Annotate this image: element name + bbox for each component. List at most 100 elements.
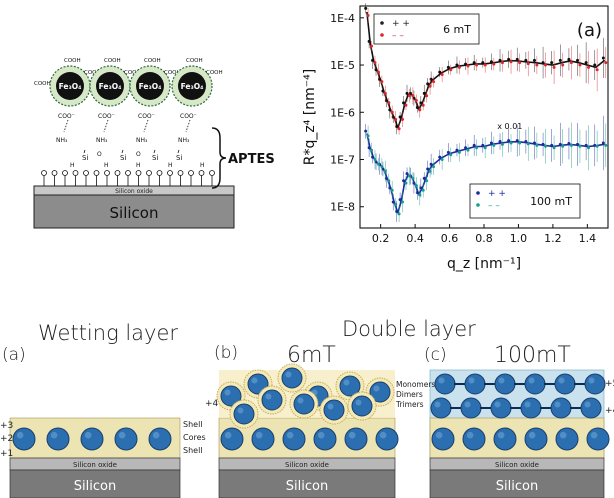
cooh-label: COOH — [206, 70, 223, 76]
chain-particle — [554, 373, 576, 395]
chain-particle — [584, 373, 606, 395]
data-point — [535, 143, 539, 147]
particle-highlight — [559, 431, 567, 439]
fit-line — [366, 133, 605, 216]
legend-marker — [476, 203, 480, 207]
data-point — [601, 56, 605, 60]
data-point — [518, 141, 522, 145]
wetting-particle — [12, 427, 36, 451]
data-point — [404, 181, 408, 185]
data-point — [475, 63, 479, 67]
data-point — [407, 94, 411, 98]
aptes-schematic: Silicon oxide Silicon Si Si Si SiO OH H H H H Fe… — [33, 58, 275, 229]
wetting-particle — [46, 427, 70, 451]
bond-line — [83, 149, 86, 154]
particle-highlight — [464, 401, 471, 408]
data-point — [569, 143, 573, 147]
chain-particle — [550, 397, 572, 419]
fit-line — [366, 11, 606, 130]
anchor-o — [93, 170, 100, 176]
silicon-oxide-label: Silicon oxide — [285, 461, 329, 469]
x-axis-label: q_z [nm⁻¹] — [447, 256, 521, 272]
anchor-o — [209, 170, 215, 176]
data-point — [569, 61, 573, 65]
data-point — [376, 70, 380, 74]
bond-line — [177, 149, 180, 154]
particle-highlight — [285, 371, 292, 378]
anchor-o — [41, 170, 47, 176]
anchor-o — [177, 170, 184, 176]
silicon-oxide-label: Silicon oxide — [115, 188, 153, 195]
y-axis-label: R*q_z⁴ [nm⁻⁴] — [302, 69, 318, 165]
x-tick-label: 0.2 — [372, 232, 390, 245]
monomers-label: Monomers — [396, 380, 435, 389]
data-point — [449, 68, 453, 72]
data-point — [370, 44, 374, 48]
particle-highlight — [224, 431, 232, 439]
anchor-o — [156, 170, 163, 176]
data-point — [397, 212, 401, 216]
chain-particle — [524, 373, 546, 395]
x-tick-label: 0.8 — [475, 232, 493, 245]
silicon-substrate — [429, 469, 605, 498]
particle-highlight — [466, 431, 474, 439]
particle-label: Fe₃O₄ — [59, 82, 82, 91]
legend-marker — [476, 191, 480, 195]
marker-plus1: +1 — [0, 449, 13, 459]
si-label: Si — [152, 154, 158, 162]
data-point — [509, 60, 513, 64]
legend-field-label: 6 mT — [443, 23, 471, 36]
data-point — [483, 146, 487, 150]
data-point — [370, 148, 374, 152]
marker-plus5-c: +5 — [605, 379, 614, 389]
data-point — [466, 64, 470, 68]
si-label: Si — [176, 154, 182, 162]
data-point — [407, 174, 411, 178]
coo-label: COO⁻ — [180, 113, 197, 120]
chain-particle — [580, 397, 602, 419]
particle-highlight — [379, 431, 387, 439]
shell-bottom-label: Shell — [183, 446, 203, 455]
anchor-o — [146, 170, 152, 176]
wetting-particle — [80, 427, 104, 451]
data-point — [466, 148, 470, 152]
si-label: Si — [82, 154, 88, 162]
data-point — [428, 84, 432, 88]
data-point — [401, 200, 405, 204]
wetting-particle — [462, 427, 486, 451]
chain-particle — [490, 397, 512, 419]
data-point — [418, 193, 422, 197]
anchor-o — [198, 170, 205, 176]
particle-highlight — [355, 399, 362, 406]
data-point — [509, 141, 513, 145]
data-point — [593, 63, 597, 67]
data-point — [604, 61, 608, 65]
h-label: H — [136, 162, 141, 169]
legend-symbol: – – — [488, 201, 500, 211]
nh3-label: NH₃ — [56, 137, 68, 144]
particle-highlight — [317, 431, 325, 439]
data-point — [411, 94, 415, 98]
x-tick-label: 0.6 — [441, 232, 459, 245]
cooh-label: COOH — [64, 58, 81, 64]
chain-particle — [520, 397, 542, 419]
wetting-particle — [493, 427, 517, 451]
silicon-label: Silicon — [110, 204, 159, 222]
silicon-substrate — [9, 469, 181, 498]
coo-label: COO⁻ — [138, 113, 155, 120]
wetting-layer-panel: Silicon oxide Silicon — [9, 417, 181, 498]
panel-b-label: (b) — [214, 343, 238, 363]
anchor-o — [72, 170, 79, 176]
particle-highlight — [524, 401, 531, 408]
cores-label: Cores — [183, 433, 206, 442]
top-particle — [323, 399, 345, 421]
silicon-oxide-label: Silicon oxide — [73, 461, 117, 469]
nh3-label: NH₃ — [96, 137, 108, 144]
coo-label: COO⁻ — [98, 113, 115, 120]
data-point — [492, 143, 496, 147]
data-point — [394, 117, 398, 121]
coo-label: COO⁻ — [58, 113, 75, 120]
data-point — [373, 61, 377, 65]
particle-highlight — [528, 377, 535, 384]
si-label: Si — [120, 154, 126, 162]
